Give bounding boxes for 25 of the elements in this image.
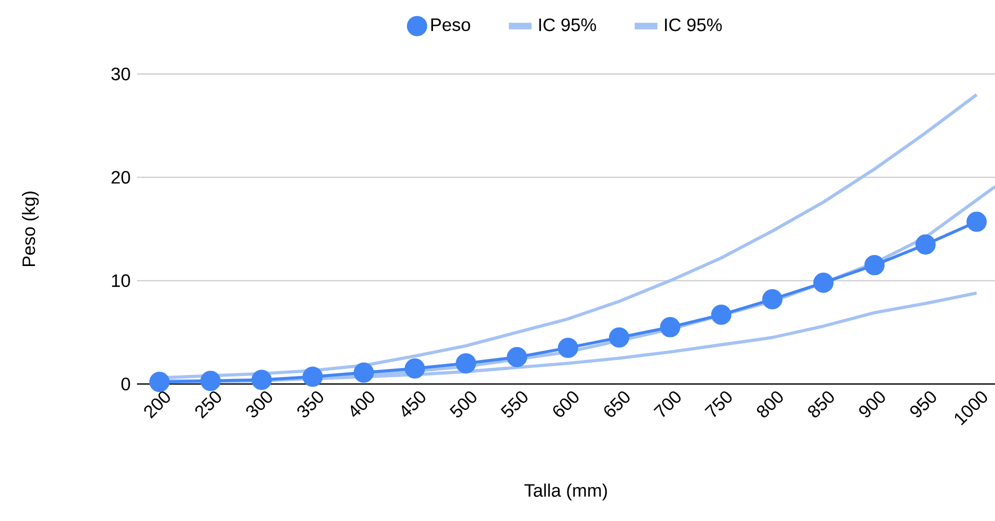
x-tick-label: 600 — [553, 391, 578, 417]
x-tick-label: 900 — [859, 391, 885, 418]
x-tick-label: 200 — [144, 391, 170, 419]
x-tick-label: 800 — [756, 391, 783, 418]
x-tick-label: 850 — [808, 391, 834, 418]
x-tick-label: 500 — [450, 391, 476, 418]
x-tick-label: 550 — [500, 391, 528, 418]
x-tick-label: 700 — [654, 391, 681, 417]
x-tick-label: 350 — [297, 391, 324, 418]
y-tick-label: 10 — [112, 274, 130, 288]
x-tick-label: 750 — [704, 391, 732, 417]
y-axis-title: Peso (kg) — [22, 192, 39, 266]
legend-label: IC 95% — [665, 18, 722, 32]
legend-label: IC 95% — [539, 18, 596, 32]
x-tick-label: 250 — [195, 391, 221, 419]
y-tick-label: 30 — [111, 68, 130, 80]
legend-label: Peso — [431, 18, 470, 32]
y-tick-label: 20 — [112, 170, 130, 184]
x-tick-label: 950 — [910, 391, 936, 418]
y-tick-label: 0 — [121, 378, 130, 390]
x-tick-label: 300 — [246, 391, 272, 418]
x-tick-label: 650 — [604, 391, 630, 417]
x-axis-title: Talla (mm) — [524, 484, 607, 500]
x-tick-label: 450 — [402, 391, 426, 417]
x-tick-label: 400 — [350, 391, 374, 417]
